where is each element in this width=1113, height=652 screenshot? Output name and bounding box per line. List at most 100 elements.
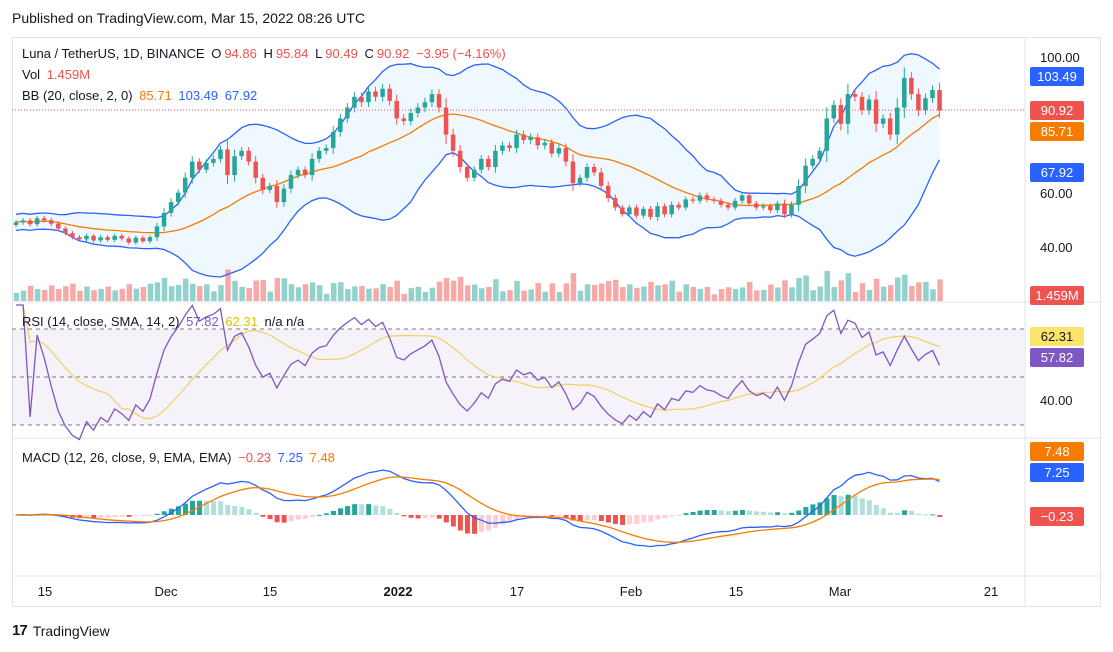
rsi-axis-label: 57.82: [1030, 348, 1084, 367]
macd-hist-bar: [401, 515, 407, 517]
candle-body: [197, 161, 202, 170]
volume-bar: [422, 291, 429, 301]
macd-hist-bar: [803, 506, 809, 515]
candle-body: [796, 185, 801, 205]
candle-body: [77, 237, 82, 240]
candle-body: [852, 94, 858, 97]
macd-hist-bar: [246, 509, 252, 515]
volume-bar: [620, 287, 626, 301]
time-tick: 17: [509, 584, 525, 599]
candle-body: [754, 203, 759, 208]
candle-body: [570, 161, 576, 184]
volume-bar: [27, 285, 34, 301]
rsi-value: 57.82: [186, 314, 219, 329]
volume-bar: [542, 291, 548, 301]
macd-hist-bar: [556, 515, 562, 517]
candle-body: [119, 235, 124, 239]
macd-hist-bar: [288, 515, 294, 522]
candle-body: [49, 220, 54, 224]
volume-bar: [718, 289, 725, 301]
candle-body: [810, 158, 815, 166]
macd-hist-bar: [613, 515, 618, 524]
volume-bar: [373, 288, 379, 301]
volume-bar: [274, 277, 281, 301]
candle-body: [401, 118, 406, 122]
macd-hist-bar: [859, 498, 865, 515]
macd-hist-bar: [323, 513, 329, 515]
volume-bar: [309, 282, 316, 301]
macd-signal-line: [15, 476, 940, 543]
macd-hist-bar: [225, 505, 231, 515]
candle-body: [746, 195, 752, 204]
candle-body: [422, 102, 428, 108]
time-tick-year: 2022: [383, 584, 413, 599]
macd-hist-bar: [98, 515, 104, 518]
candle-body: [895, 107, 900, 135]
volume-bar: [591, 285, 598, 301]
bb-upper-value: 103.49: [178, 88, 219, 103]
volume-bar: [63, 286, 69, 301]
candle-body: [507, 145, 512, 149]
rsi-na: n/a n/a: [264, 314, 305, 329]
volume-bar: [859, 283, 866, 301]
close-label: C: [364, 46, 374, 61]
price-tick: 40.00: [1040, 240, 1073, 255]
volume-bar: [796, 277, 802, 301]
candle-body: [436, 94, 442, 108]
macd-hist-bar: [725, 511, 731, 515]
macd-hist-value: −0.23: [238, 450, 272, 465]
volume-bar: [535, 283, 541, 301]
candle-body: [154, 226, 160, 238]
macd-hist-bar: [789, 512, 795, 515]
macd-hist-bar: [479, 515, 485, 532]
bb-lower-value: 67.92: [224, 88, 258, 103]
macd-hist-bar: [472, 515, 477, 534]
volume-bar: [613, 279, 619, 301]
rsi-ma-axis-label: 62.31: [1030, 327, 1084, 346]
bb-basis-value: 85.71: [139, 88, 172, 103]
candle-body: [859, 96, 865, 111]
candle-body: [641, 208, 646, 216]
candle-body: [126, 238, 132, 243]
time-tick: 21: [983, 584, 999, 599]
volume-bar: [225, 269, 231, 301]
footer-brand[interactable]: 17 TradingView: [12, 622, 110, 639]
candle-body: [937, 90, 942, 111]
macd-hist-bar: [112, 515, 118, 518]
volume-bar: [267, 291, 274, 301]
candle-body: [260, 177, 265, 190]
volume-bar: [98, 288, 104, 301]
volume-bar: [112, 290, 118, 301]
macd-hist-bar: [338, 508, 344, 515]
macd-hist-bar: [190, 500, 195, 515]
volume-bar: [408, 288, 415, 301]
volume-bar: [366, 288, 372, 301]
volume-bar: [817, 286, 823, 301]
volume-bar: [676, 291, 682, 301]
candle-body: [373, 91, 378, 97]
macd-hist-bar: [443, 515, 449, 523]
volume-bar: [232, 280, 238, 301]
volume-bar: [338, 282, 344, 301]
candle-body: [274, 185, 280, 203]
chart-frame[interactable]: [12, 37, 1101, 607]
bb-label: BB (20, close, 2, 0): [22, 88, 133, 103]
volume-bar: [514, 280, 520, 301]
volume-bar: [359, 286, 365, 301]
volume-bar: [34, 289, 41, 301]
volume-bar: [345, 289, 351, 301]
macd-hist-bar: [634, 515, 640, 524]
candle-body: [528, 137, 533, 140]
candle-body: [880, 118, 886, 124]
macd-hist-bar: [204, 500, 210, 515]
macd-hist-bar: [711, 509, 717, 515]
candle-body: [845, 94, 851, 124]
volume-bar: [577, 290, 584, 301]
candle-body: [563, 148, 569, 162]
time-tick: 15: [728, 584, 744, 599]
price-tick: 60.00: [1040, 186, 1073, 201]
volume-bar: [746, 281, 753, 301]
macd-hist-bar: [119, 515, 125, 517]
time-tick: Feb: [619, 584, 643, 599]
